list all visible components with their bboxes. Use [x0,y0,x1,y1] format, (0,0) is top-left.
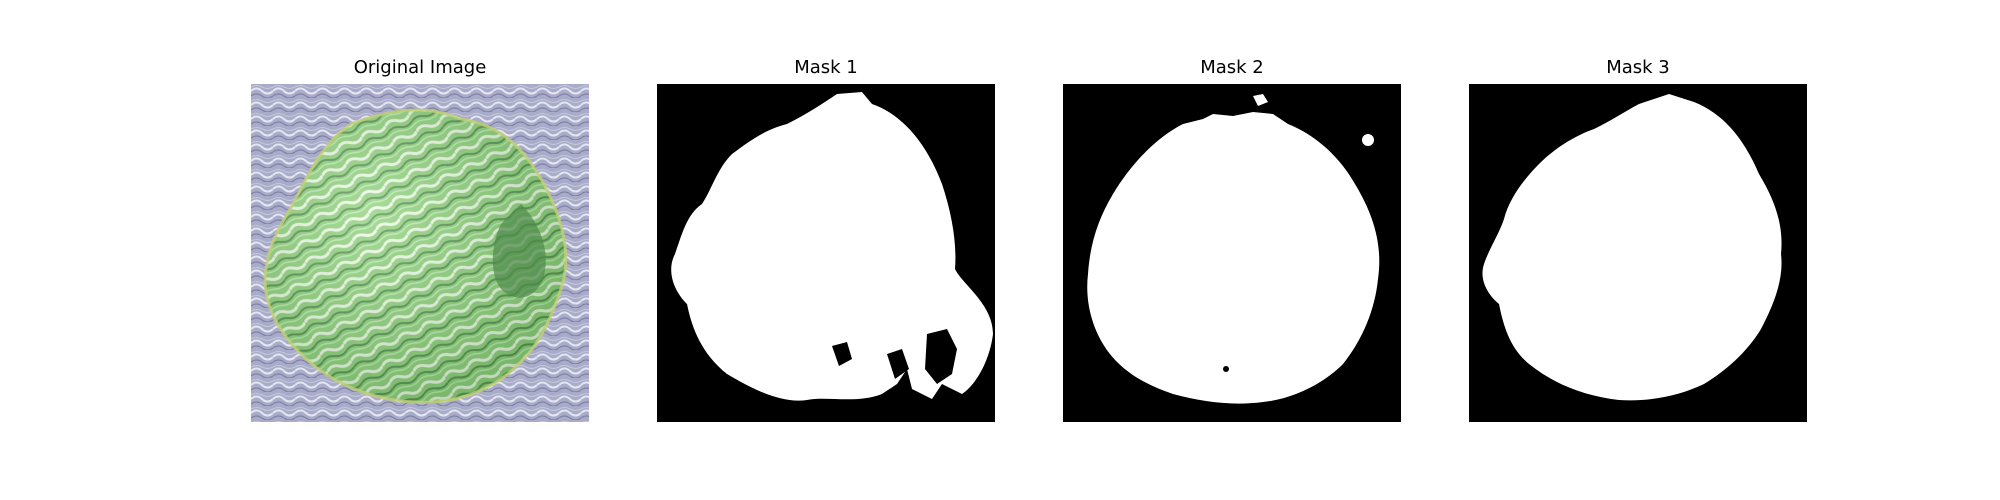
original-image [251,84,589,422]
panel-mask-1: Mask 1 [657,0,995,500]
panel-original-image: Original Image [251,0,589,500]
mask-image [1063,84,1401,422]
panel-mask-2: Mask 2 [1063,0,1401,500]
panel-title: Mask 1 [794,57,858,78]
mask-image [657,84,995,422]
panel-title: Original Image [353,57,487,78]
mask-image [1469,84,1807,422]
panel-title: Mask 2 [1200,57,1264,78]
panel-mask-3: Mask 3 [1469,0,1807,500]
panel-title: Mask 3 [1606,57,1670,78]
